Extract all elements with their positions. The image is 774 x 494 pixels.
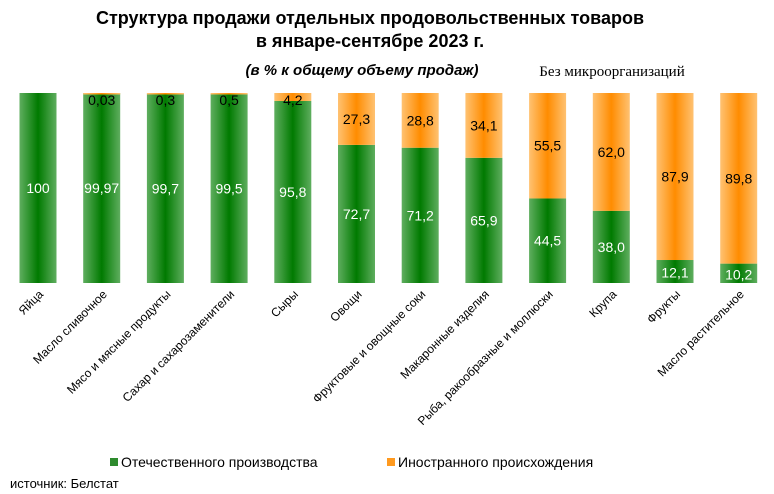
legend-label-foreign: Иностранного происхождения [398,454,593,470]
bar-foreign [720,93,758,264]
data-label-domestic: 95,8 [279,184,306,200]
data-label-domestic: 99,7 [152,180,179,196]
category-label: Крупа [586,287,619,320]
bar-domestic [656,260,694,283]
data-label-foreign: 4,2 [283,92,303,108]
chart-subtitle: (в % к общему объему продаж) [246,62,479,79]
bar-domestic [529,198,567,283]
bar-foreign [529,93,567,199]
data-label-domestic: 99,97 [84,180,119,196]
category-label: Сахар и сахарозаменители [120,287,238,405]
bar-foreign [210,93,248,95]
category-label: Сыры [268,287,301,320]
data-label-foreign: 34,1 [470,117,497,133]
data-label-foreign: 0,5 [219,92,239,108]
data-label-foreign: 0,03 [88,92,115,108]
category-label: Овощи [327,287,364,324]
bar-foreign [592,93,630,211]
data-label-domestic: 72,7 [343,206,370,222]
data-label-foreign: 87,9 [661,169,688,185]
bar-foreign [83,93,121,95]
source-note: источник: Белстат [10,476,119,491]
data-label-domestic: 10,2 [725,266,752,282]
bar-domestic [146,93,184,283]
data-label-foreign: 62,0 [598,144,625,160]
legend-swatch-domestic [110,458,118,466]
bar-foreign [146,93,184,95]
category-label: Фруктовые и овощные соки [310,287,429,406]
bar-foreign [401,93,439,148]
data-label-foreign: 55,5 [534,138,561,154]
bar-foreign [656,93,694,261]
data-label-domestic: 38,0 [598,239,625,255]
chart-title: Структура продажи отдельных продовольств… [96,8,644,28]
bar-domestic [274,100,312,283]
data-label-domestic: 99,5 [215,180,242,196]
bar-domestic [338,144,375,283]
bar-domestic [720,263,758,283]
bar-foreign [338,93,375,145]
legend: Отечественного производства Иностранного… [110,454,593,470]
bar-domestic [401,147,439,283]
bar-domestic [83,93,121,283]
legend-swatch-foreign [387,458,395,466]
data-label-domestic: 100 [26,180,50,196]
chart-title-line2: в январе-сентябре 2023 г. [256,31,484,51]
data-label-domestic: 44,5 [534,233,561,249]
data-label-domestic: 65,9 [470,212,497,228]
bar-domestic [465,157,503,283]
category-label: Рыба, ракообразные и моллюски [415,287,556,428]
data-label-foreign: 0,3 [156,92,176,108]
category-label: Яйца [16,287,47,318]
chart-note: Без микроорганизаций [539,64,684,80]
data-label-foreign: 89,8 [725,170,752,186]
data-label-domestic: 71,2 [407,207,434,223]
bar-foreign [465,93,503,158]
category-label: Мясо и мясные продукты [64,287,173,396]
bar-domestic [19,93,57,283]
bar-domestic [592,210,630,283]
data-label-domestic: 12,1 [661,265,688,281]
bar-domestic [210,93,248,283]
legend-label-domestic: Отечественного производства [121,454,318,470]
category-label: Фрукты [644,287,683,326]
data-label-foreign: 27,3 [343,111,370,127]
bar-foreign [274,93,312,101]
data-label-foreign: 28,8 [407,112,434,128]
